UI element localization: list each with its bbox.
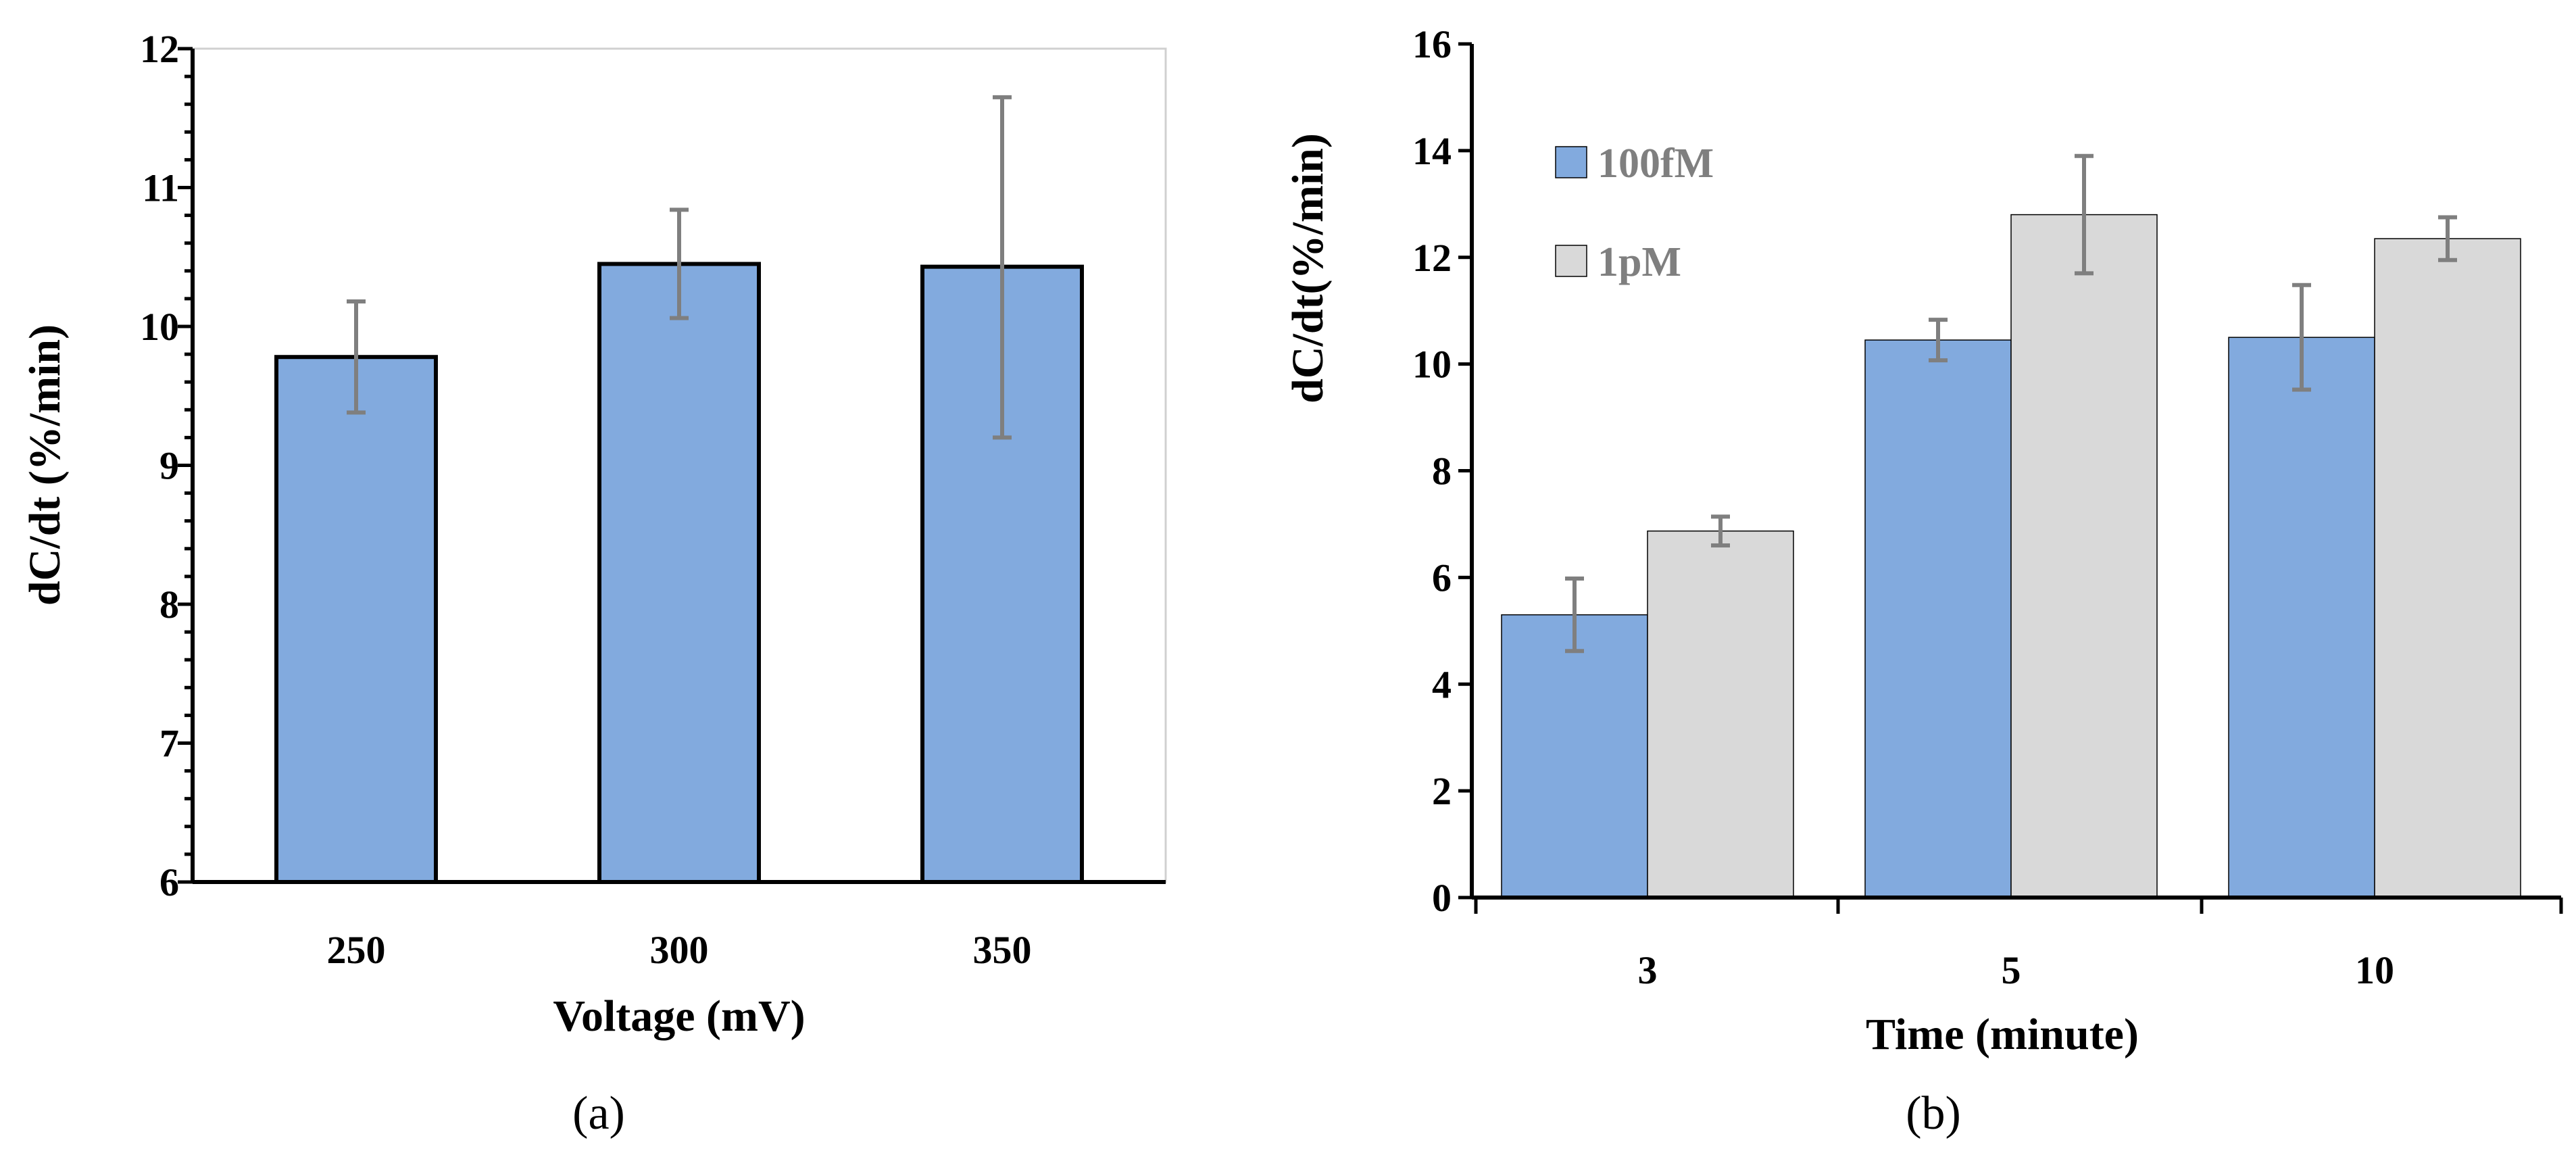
chart-a-error-bar-250 (347, 299, 366, 415)
chart-a-y-tick-7: 7 (159, 722, 179, 766)
chart-b-y-tick-8: 8 (1432, 449, 1452, 493)
chart-a-x-axis-title: Voltage (mV) (553, 991, 805, 1041)
chart-b-x-axis-title: Time (minute) (1866, 1010, 2139, 1059)
chart-b-y-tick-14: 14 (1412, 129, 1452, 173)
chart-b-legend: 100fM 1pM (1555, 141, 1714, 285)
chart-a-x-tick-300: 300 (650, 928, 709, 972)
chart-b-x-ticks (1474, 898, 2563, 914)
chart-b-bar-1pM-5 (2010, 214, 2158, 898)
chart-b-y-tick-0: 0 (1432, 876, 1452, 920)
chart-a-y-tick-10: 10 (140, 305, 179, 349)
chart-b-bar-100fM-3 (1501, 614, 1648, 898)
chart-a-error-bar-300 (670, 207, 689, 320)
chart-b-bar-1pM-3 (1647, 530, 1794, 898)
chart-b-x-tick-labels: 3 5 10 (1638, 948, 2395, 992)
chart-a-y-tick-12: 12 (140, 27, 179, 71)
chart-b-y-tick-2: 2 (1432, 769, 1452, 813)
chart-b-bar-1pM-10 (2374, 238, 2521, 898)
chart-b-y-tick-16: 16 (1412, 22, 1452, 66)
chart-a-y-tick-11: 11 (142, 166, 179, 210)
chart-b-error-bar-100fM-5 (1929, 318, 1948, 363)
chart-b-legend-label-100fM: 100fM (1597, 141, 1714, 187)
chart-b-legend-swatch-100fM (1555, 146, 1587, 178)
chart-b-y-tick-labels: 0 2 4 6 8 10 12 14 16 (1412, 22, 1452, 920)
chart-a-bar-300 (597, 262, 761, 884)
chart-a-caption: (a) (572, 1087, 625, 1140)
chart-b-y-tick-6: 6 (1432, 556, 1452, 599)
chart-b-error-bar-1pM-10 (2438, 215, 2457, 262)
chart-b-x-tick-3: 3 (1638, 948, 1658, 992)
chart-b-bar-100fM-10 (2228, 337, 2375, 898)
chart-a-error-bars (347, 95, 1012, 440)
chart-b-error-bar-1pM-5 (2075, 153, 2094, 276)
chart-a-x-tick-350: 350 (973, 928, 1032, 972)
chart-a-x-tick-labels: 250 300 350 (327, 928, 1032, 972)
chart-b-y-ticks (1458, 42, 1472, 900)
chart-a: 6 7 8 9 10 11 12 250 300 350 Voltage (mV… (20, 27, 1167, 1140)
chart-a-bars (274, 262, 1084, 884)
chart-b-error-bar-1pM-3 (1711, 514, 1730, 548)
chart-b-x-tick-10: 10 (2355, 948, 2394, 992)
chart-b-legend-swatch-1pM (1555, 245, 1587, 277)
chart-b-error-bar-100fM-3 (1565, 576, 1584, 654)
chart-a-y-tick-8: 8 (159, 583, 179, 627)
chart-b-error-bar-100fM-10 (2292, 283, 2311, 392)
chart-b-y-tick-10: 10 (1412, 343, 1452, 387)
chart-a-y-tick-9: 9 (159, 444, 179, 488)
chart-b-legend-label-1pM: 1pM (1597, 239, 1681, 285)
chart-a-y-axis-title: dC/dt (%/min) (20, 324, 70, 606)
chart-b-y-axis-title: dC/dt(%/min) (1283, 133, 1333, 403)
chart-a-y-ticks (178, 47, 193, 884)
chart-a-y-tick-labels: 6 7 8 9 10 11 12 (140, 27, 179, 904)
chart-b-caption: (b) (1906, 1087, 1961, 1140)
chart-a-y-tick-6: 6 (159, 860, 179, 904)
chart-b-y-tick-4: 4 (1432, 662, 1452, 706)
chart-b-bar-100fM-5 (1864, 339, 2012, 898)
chart-b: 0 2 4 6 8 10 12 14 16 3 5 10 Time (minut… (1283, 22, 2563, 1140)
chart-a-x-tick-250: 250 (327, 928, 386, 972)
chart-a-bar-250 (274, 355, 438, 884)
chart-b-error-bars (1565, 153, 2457, 654)
chart-b-x-tick-5: 5 (2002, 948, 2021, 992)
chart-b-y-tick-12: 12 (1412, 236, 1452, 280)
chart-a-error-bar-350 (993, 95, 1012, 440)
chart-b-bars (1501, 214, 2521, 898)
